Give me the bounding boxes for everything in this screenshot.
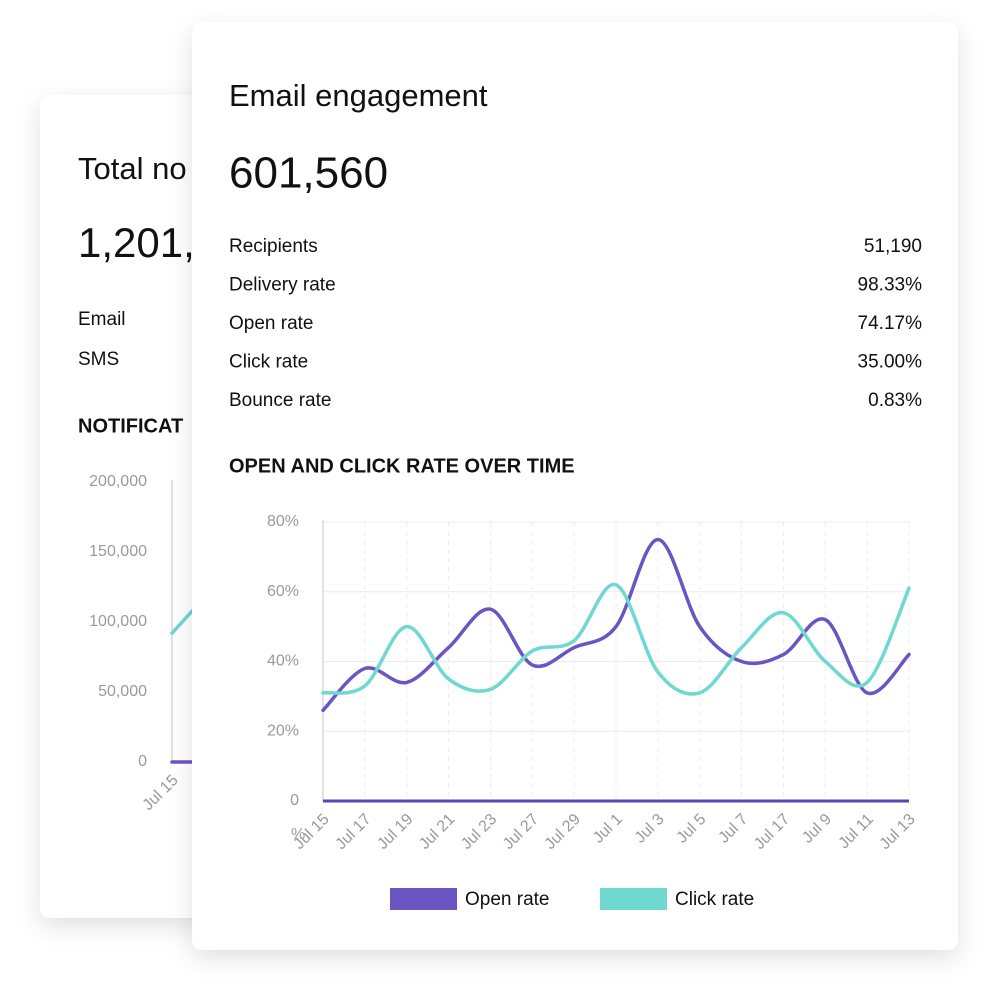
back-chart-title: NOTIFICAT [78,415,183,437]
y-tick-label: 0 [290,792,299,809]
y-tick-label: 60% [267,583,299,600]
front-card-bg [192,22,958,950]
legend-label: Click rate [675,889,754,910]
stat-value: 0.83% [868,390,922,411]
y-tick-label: 80% [267,513,299,530]
back-title: Total no [78,151,187,186]
y-tick-label: 20% [267,722,299,739]
stat-label: Click rate [229,352,308,373]
y-tick-label: 40% [267,653,299,670]
annotation: % [291,826,305,843]
stat-label: Bounce rate [229,390,331,411]
front-title: Email engagement [229,78,488,113]
stat-label: Delivery rate [229,275,336,296]
back-total: 1,201, [78,219,195,266]
y-tick-label: 50,000 [98,683,147,700]
front-card: Email engagement 601,560 OPEN AND CLICK … [192,22,958,950]
chart-title: OPEN AND CLICK RATE OVER TIME [229,455,575,477]
stat-value: 35.00% [858,352,923,373]
front-total: 601,560 [229,149,388,198]
y-tick-label: 200,000 [89,473,147,490]
y-tick-label: 100,000 [89,613,147,630]
stat-value: 98.33% [858,275,923,296]
stat-value: 51,190 [864,236,922,257]
legend-label: Open rate [465,889,550,910]
y-tick-label: 150,000 [89,543,147,560]
line-series [321,583,911,696]
legend-swatch [600,888,667,910]
stat-label: Open rate [229,313,314,334]
stat-label: Recipients [229,236,318,257]
legend-swatch [390,888,457,910]
back-row: SMS [78,349,119,370]
stat-value: 74.17% [858,313,923,334]
back-row: Email [78,309,126,330]
y-tick-label: 0 [138,753,147,770]
